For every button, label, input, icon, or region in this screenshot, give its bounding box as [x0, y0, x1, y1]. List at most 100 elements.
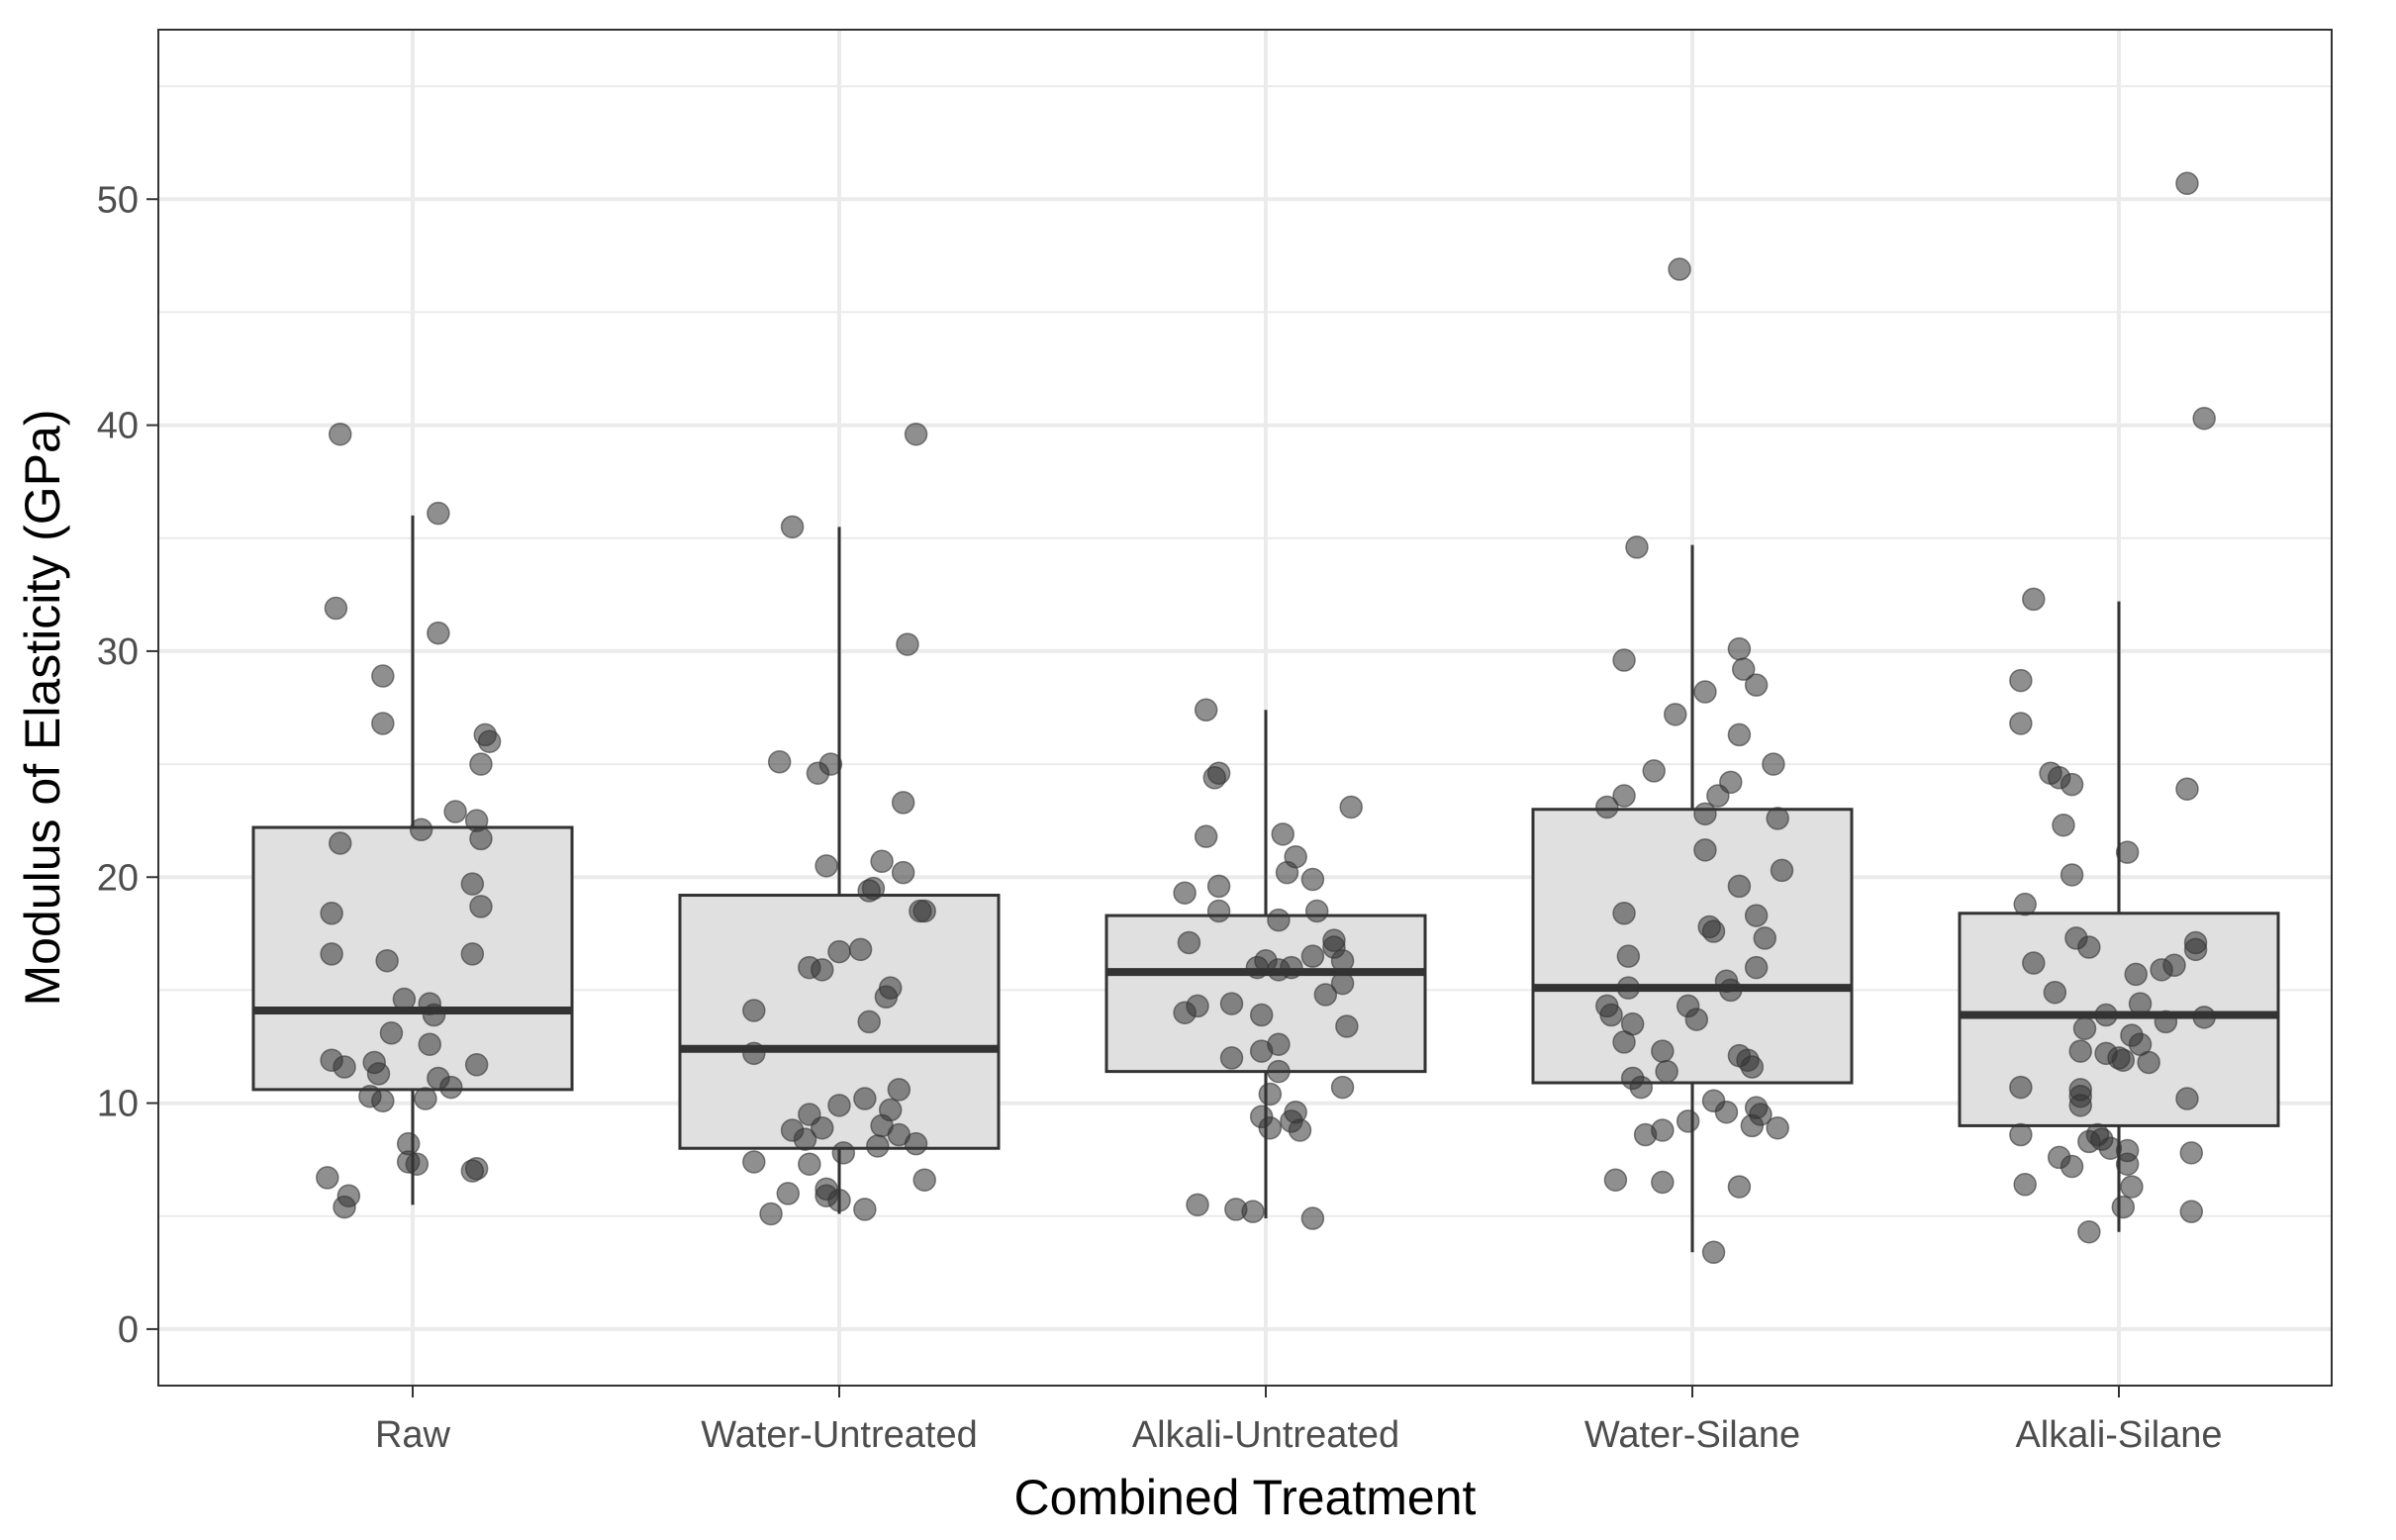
- data-point: [2009, 1075, 2033, 1100]
- data-point: [1300, 1206, 1325, 1230]
- data-point: [891, 860, 915, 885]
- data-point: [1766, 1115, 1789, 1140]
- data-point: [1241, 1200, 1265, 1223]
- data-point: [1335, 1014, 1359, 1038]
- x-tick-label: Raw: [375, 1414, 451, 1456]
- data-point: [1727, 722, 1752, 747]
- data-point: [1693, 802, 1717, 826]
- data-point: [1288, 1118, 1312, 1142]
- data-point: [818, 752, 843, 776]
- data-point: [1258, 1082, 1283, 1107]
- data-point: [469, 826, 493, 851]
- data-point: [1612, 648, 1636, 672]
- data-point: [1655, 1059, 1678, 1084]
- data-point: [2052, 813, 2075, 837]
- data-point: [2175, 171, 2199, 196]
- data-point: [831, 1141, 856, 1165]
- data-point: [2009, 668, 2033, 693]
- data-point: [767, 750, 792, 774]
- x-tick-label: Water-Untreated: [701, 1414, 977, 1456]
- data-point: [1744, 673, 1769, 697]
- data-point: [333, 1055, 356, 1079]
- y-tick-label: 20: [97, 857, 139, 899]
- data-point: [1206, 874, 1231, 899]
- data-point: [759, 1202, 783, 1226]
- data-point: [848, 937, 873, 962]
- data-point: [2175, 1087, 2199, 1110]
- data-point: [371, 712, 395, 735]
- y-tick-label: 0: [118, 1309, 139, 1351]
- box-raw: [251, 825, 574, 1092]
- data-point: [866, 1134, 890, 1158]
- data-point: [2022, 951, 2046, 975]
- data-point: [2013, 1173, 2037, 1197]
- data-point: [1194, 698, 1218, 722]
- data-point: [324, 596, 348, 621]
- data-point: [375, 948, 399, 973]
- data-point: [2068, 1039, 2092, 1063]
- data-point: [320, 942, 343, 966]
- data-point: [2043, 980, 2067, 1005]
- data-point: [2077, 1129, 2101, 1154]
- data-point: [1206, 899, 1231, 923]
- data-point: [2009, 1122, 2033, 1147]
- data-point: [1676, 1109, 1700, 1133]
- data-point: [2179, 1200, 2204, 1223]
- data-point: [815, 1184, 838, 1207]
- data-point: [2183, 937, 2208, 962]
- data-point: [1271, 822, 1294, 846]
- data-point: [2120, 1175, 2144, 1199]
- data-point: [2068, 1094, 2092, 1117]
- data-point: [1753, 926, 1777, 950]
- x-tick-label: Alkali-Untreated: [1132, 1414, 1399, 1456]
- data-point: [464, 1053, 489, 1077]
- data-point: [422, 1003, 446, 1027]
- data-point: [2179, 1141, 2204, 1165]
- data-point: [827, 939, 851, 964]
- data-point: [1719, 978, 1743, 1003]
- data-point: [2128, 992, 2153, 1015]
- data-point: [1731, 657, 1756, 681]
- data-point: [464, 1157, 489, 1181]
- data-point: [912, 1168, 936, 1192]
- data-point: [1249, 1003, 1274, 1027]
- data-point: [1625, 535, 1649, 559]
- data-point: [418, 1032, 441, 1056]
- axis-layer: 0 10 20 30 40 50 Raw Water-Untreated Alkali-Untr…: [97, 179, 2223, 1456]
- data-point: [1727, 1175, 1752, 1199]
- data-point: [405, 1152, 430, 1176]
- data-point: [1267, 958, 1291, 982]
- data-point: [1629, 1075, 1654, 1100]
- data-point: [853, 1198, 877, 1221]
- data-point: [1249, 1105, 1274, 1129]
- data-point: [874, 985, 899, 1010]
- data-point: [1300, 944, 1325, 968]
- data-point: [1664, 703, 1687, 726]
- data-point: [1727, 874, 1752, 899]
- x-tick-label: Alkali-Silane: [2015, 1414, 2222, 1456]
- data-point: [780, 515, 805, 539]
- data-point: [1206, 761, 1231, 785]
- data-point: [904, 422, 928, 446]
- data-point: [1706, 784, 1730, 808]
- data-point: [1267, 1059, 1291, 1084]
- data-point: [2150, 958, 2173, 982]
- data-point: [2154, 1010, 2178, 1034]
- data-point: [742, 1150, 766, 1174]
- data-point: [896, 632, 919, 656]
- data-point: [1249, 1039, 1274, 1063]
- data-point: [798, 1152, 821, 1176]
- data-point: [392, 987, 417, 1011]
- panel-border: [157, 29, 2333, 1387]
- data-point: [427, 501, 450, 526]
- data-point: [316, 1166, 339, 1190]
- data-point: [870, 849, 894, 874]
- data-point: [439, 1075, 463, 1100]
- point-layer: [316, 171, 2216, 1265]
- data-point: [1766, 807, 1789, 830]
- data-point: [320, 902, 343, 925]
- data-point: [477, 729, 502, 753]
- data-point: [460, 872, 485, 896]
- data-point: [1714, 1100, 1739, 1124]
